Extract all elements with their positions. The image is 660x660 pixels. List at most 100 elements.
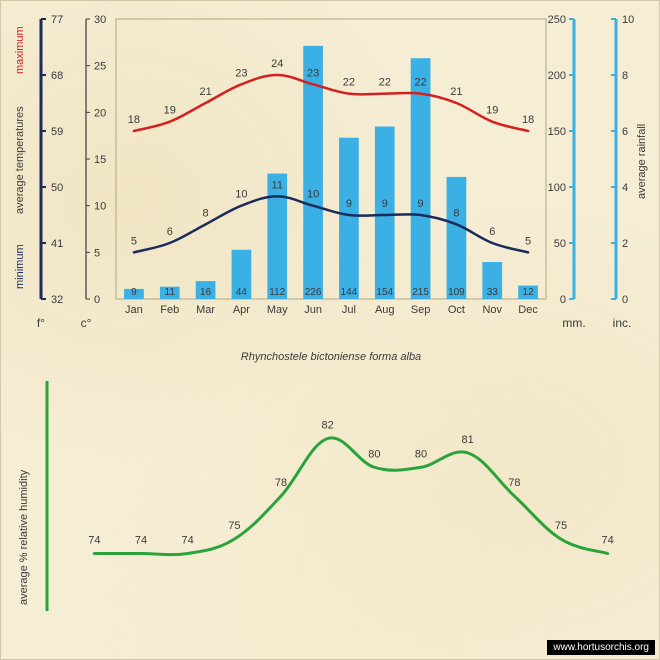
svg-text:18: 18: [522, 114, 534, 126]
svg-text:Mar: Mar: [196, 304, 215, 316]
svg-text:9: 9: [346, 198, 352, 210]
svg-text:5: 5: [131, 235, 137, 247]
svg-text:6: 6: [622, 126, 628, 138]
svg-text:68: 68: [51, 70, 63, 82]
svg-text:0: 0: [622, 294, 628, 306]
svg-text:77: 77: [51, 14, 63, 26]
svg-text:33: 33: [487, 287, 499, 298]
svg-text:226: 226: [305, 287, 322, 298]
svg-text:maximum: maximum: [14, 26, 26, 74]
svg-text:22: 22: [414, 77, 426, 89]
species-caption: Rhynchostele bictoniense forma alba: [1, 351, 660, 363]
climate-chart: 324150596877f°051015202530c°050100150200…: [11, 9, 651, 344]
svg-text:Jul: Jul: [342, 304, 356, 316]
svg-text:154: 154: [376, 287, 393, 298]
humidity-chart: 74 74 74 75 78 82 80 80 81 78 75 74 average % relati…: [11, 371, 651, 631]
svg-text:23: 23: [235, 67, 247, 79]
svg-text:9: 9: [131, 287, 137, 298]
svg-text:May: May: [267, 304, 288, 316]
svg-text:23: 23: [307, 67, 319, 79]
svg-text:15: 15: [94, 154, 106, 166]
svg-text:50: 50: [554, 238, 566, 250]
svg-text:16: 16: [200, 287, 212, 298]
svg-text:80: 80: [415, 448, 427, 460]
svg-text:Apr: Apr: [233, 304, 250, 316]
svg-text:4: 4: [622, 182, 628, 194]
svg-text:2: 2: [622, 238, 628, 250]
svg-text:c°: c°: [81, 316, 92, 330]
svg-text:74: 74: [602, 535, 614, 547]
svg-text:19: 19: [164, 105, 176, 117]
svg-text:22: 22: [379, 77, 391, 89]
svg-text:minimum: minimum: [14, 244, 26, 289]
humidity-chart-svg: 74 74 74 75 78 82 80 80 81 78 75 74 average % relati…: [11, 371, 651, 631]
svg-text:Nov: Nov: [482, 304, 502, 316]
svg-text:f°: f°: [37, 316, 45, 330]
svg-text:30: 30: [94, 14, 106, 26]
svg-text:Sep: Sep: [411, 304, 431, 316]
svg-text:8: 8: [203, 207, 209, 219]
svg-text:mm.: mm.: [562, 316, 585, 330]
svg-text:average rainfall: average rainfall: [636, 124, 648, 199]
climate-chart-svg: 324150596877f°051015202530c°050100150200…: [11, 9, 651, 344]
svg-text:6: 6: [167, 226, 173, 238]
svg-text:6: 6: [489, 226, 495, 238]
svg-text:Jun: Jun: [304, 304, 322, 316]
svg-text:75: 75: [555, 520, 567, 532]
svg-text:44: 44: [236, 287, 248, 298]
svg-text:41: 41: [51, 238, 63, 250]
svg-text:74: 74: [88, 535, 100, 547]
svg-text:74: 74: [182, 535, 194, 547]
svg-text:20: 20: [94, 107, 106, 119]
svg-text:21: 21: [450, 86, 462, 98]
svg-text:9: 9: [418, 198, 424, 210]
svg-text:215: 215: [412, 287, 429, 298]
svg-text:9: 9: [382, 198, 388, 210]
svg-text:11: 11: [272, 179, 283, 191]
svg-text:78: 78: [508, 477, 520, 489]
svg-text:150: 150: [548, 126, 566, 138]
svg-text:21: 21: [199, 86, 211, 98]
svg-text:250: 250: [548, 14, 566, 26]
svg-text:8: 8: [453, 207, 459, 219]
svg-text:22: 22: [343, 77, 355, 89]
svg-text:Aug: Aug: [375, 304, 395, 316]
svg-text:50: 50: [51, 182, 63, 194]
svg-text:32: 32: [51, 294, 63, 306]
svg-text:average % relative humidity: average % relative humidity: [18, 469, 30, 605]
svg-text:81: 81: [462, 434, 474, 446]
svg-text:75: 75: [228, 520, 240, 532]
svg-text:average temperatures: average temperatures: [14, 106, 26, 214]
svg-text:10: 10: [235, 189, 247, 201]
svg-text:100: 100: [548, 182, 566, 194]
svg-text:74: 74: [135, 535, 147, 547]
svg-text:0: 0: [94, 294, 100, 306]
svg-text:8: 8: [622, 70, 628, 82]
svg-text:112: 112: [269, 287, 285, 298]
svg-text:Feb: Feb: [160, 304, 179, 316]
svg-text:inc.: inc.: [613, 316, 632, 330]
svg-text:10: 10: [307, 189, 319, 201]
svg-text:18: 18: [128, 114, 140, 126]
svg-text:78: 78: [275, 477, 287, 489]
svg-text:59: 59: [51, 126, 63, 138]
svg-text:80: 80: [368, 448, 380, 460]
svg-text:11: 11: [165, 287, 176, 298]
svg-text:0: 0: [560, 294, 566, 306]
svg-text:5: 5: [94, 247, 100, 259]
svg-text:12: 12: [523, 287, 535, 298]
svg-text:109: 109: [448, 287, 465, 298]
svg-text:Dec: Dec: [518, 304, 538, 316]
svg-text:Jan: Jan: [125, 304, 143, 316]
svg-text:144: 144: [341, 287, 358, 298]
svg-text:10: 10: [94, 201, 106, 213]
svg-text:200: 200: [548, 70, 566, 82]
svg-text:5: 5: [525, 235, 531, 247]
svg-text:10: 10: [622, 14, 634, 26]
watermark: www.hortusorchis.org: [547, 640, 655, 655]
svg-text:24: 24: [271, 58, 283, 70]
svg-text:Oct: Oct: [448, 304, 465, 316]
svg-text:25: 25: [94, 61, 106, 73]
svg-text:82: 82: [322, 420, 334, 432]
svg-text:19: 19: [486, 105, 498, 117]
